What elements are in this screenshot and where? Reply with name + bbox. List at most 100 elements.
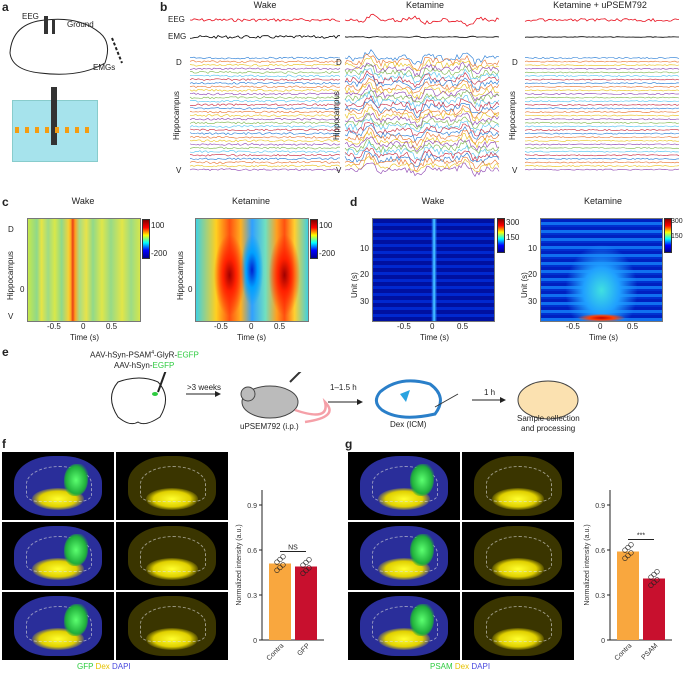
b-emg-label: EMG xyxy=(168,32,187,41)
y-axis-label: Normalized intensity (a.u.) xyxy=(584,524,591,605)
c-xtick-1a: -0.5 xyxy=(47,322,61,331)
hippocampus-lfp-trace xyxy=(344,102,500,121)
hippocampus-lfp-trace xyxy=(344,77,500,94)
x-tick-label: GFP xyxy=(296,642,311,657)
b-d-label-2: D xyxy=(336,58,342,67)
hippocampus-lfp-trace xyxy=(344,147,500,164)
y-tick-label: 0 xyxy=(253,638,257,645)
data-point xyxy=(654,577,660,583)
merged-brain-section-image xyxy=(348,452,460,520)
f-legend-dapi: DAPI xyxy=(112,662,131,671)
c-title-wake: Wake xyxy=(71,196,95,206)
dex-brain-section-image xyxy=(462,522,574,590)
y-tick-label: 0.9 xyxy=(595,503,605,510)
construct-1-mid: -GlyR- xyxy=(154,350,178,360)
d-colorbar-1 xyxy=(497,218,505,253)
hippocampus-lfp-trace xyxy=(524,89,680,92)
hippocampus-lfp-trace xyxy=(524,111,680,113)
c-cbar-tick-2b: -200 xyxy=(319,249,336,258)
e-final-label-1: Sample collection xyxy=(517,414,580,423)
panel-label-a: a xyxy=(2,0,9,14)
hippocampus-lfp-trace xyxy=(344,151,500,168)
hippocampus-lfp-trace xyxy=(189,153,341,157)
hippocampus-lfp-trace xyxy=(524,100,680,103)
f-bar-chart: 0 0.3 0.6 0.9 Normalized intensity (a.u.) Con… xyxy=(236,490,324,662)
hippocampus-lfp-trace xyxy=(524,114,680,117)
e-step1-label: >3 weeks xyxy=(187,383,222,392)
emg-trace xyxy=(524,36,679,38)
hippocampus-lfp-trace xyxy=(524,75,680,77)
d-title-wake: Wake xyxy=(421,196,445,206)
b-title-ketamine-upsem: Ketamine + uPSEM792 xyxy=(553,0,647,10)
c-colorbar-2 xyxy=(310,219,318,259)
c-wake-heatmap xyxy=(27,218,141,322)
data-point xyxy=(303,559,309,566)
hippocampus-lfp-trace xyxy=(189,92,341,96)
mouse-icon xyxy=(241,385,299,419)
hippocampus-lfp-trace xyxy=(344,112,500,130)
panel-label-g: g xyxy=(345,437,353,451)
e-step2-label: 1–1.5 h xyxy=(330,383,357,392)
dissected-brain-icon xyxy=(517,380,579,420)
data-point xyxy=(628,550,634,556)
hippocampus-lfp-trace xyxy=(524,64,680,67)
hippocampus-lfp-trace xyxy=(344,152,500,171)
data-point xyxy=(648,574,654,580)
merged-brain-section-image xyxy=(2,452,114,520)
emgs-label: EMGs xyxy=(93,63,116,72)
construct-2: AAV-hSyn-EGFP xyxy=(114,361,174,370)
d-colorbar-2 xyxy=(664,218,672,253)
hippocampus-lfp-trace xyxy=(524,121,680,124)
bar-psam xyxy=(643,578,665,640)
hippocampus-lfp-trace xyxy=(524,85,680,88)
e-drug-label: uPSEM792 (i.p.) xyxy=(240,422,299,431)
c-ylabel-2: Hippocampus xyxy=(176,251,185,300)
hippocampus-lfp-trace xyxy=(344,124,500,143)
data-point xyxy=(277,556,283,563)
hippocampus-lfp-trace xyxy=(525,118,680,121)
c-cbar-tick-2a: 100 xyxy=(319,221,333,230)
c-v-1: V xyxy=(8,312,14,321)
c-ytick-1: 0 xyxy=(20,285,25,294)
dex-brain-section-image xyxy=(116,522,228,590)
d-cbar-tick-2a: 300 xyxy=(671,218,683,225)
panel-label-e: e xyxy=(2,345,9,359)
hippocampus-lfp-trace xyxy=(189,161,341,164)
data-point xyxy=(306,565,312,571)
d-xlabel-2: Time (s) xyxy=(589,333,619,342)
hippocampus-lfp-trace xyxy=(524,125,680,128)
d-xtick-1c: 0.5 xyxy=(457,322,469,331)
b-eeg-label: EEG xyxy=(168,15,185,24)
hippocampus-lfp-trace xyxy=(189,114,341,117)
c-title-ketamine: Ketamine xyxy=(231,196,271,206)
hippocampus-lfp-trace xyxy=(189,67,341,71)
y-tick-label: 0.9 xyxy=(247,503,257,510)
brain-section-icon xyxy=(111,377,166,425)
hippocampus-lfp-trace xyxy=(189,135,341,139)
significance-label: *** xyxy=(637,533,645,540)
x-tick-label: Contra xyxy=(614,642,634,662)
c-d-1: D xyxy=(8,225,14,234)
hippocampus-lfp-trace xyxy=(189,164,341,168)
g-legend-psam: PSAM xyxy=(430,662,453,671)
hippocampus-lfp-trace xyxy=(189,168,341,171)
b-axis-label-3: Hippocampus xyxy=(508,91,517,140)
d-xtick-2a: -0.5 xyxy=(566,322,580,331)
data-point xyxy=(628,542,634,548)
merged-brain-section-image xyxy=(2,592,114,660)
injection-needle xyxy=(157,372,167,393)
hippocampus-lfp-trace xyxy=(189,146,341,150)
bar-contra xyxy=(617,551,639,640)
construct-1: AAV-hSyn-PSAM4-GlyR-EGFP xyxy=(90,350,199,360)
hippocampus-lfp-trace xyxy=(189,150,341,153)
eeg-trace xyxy=(524,17,680,23)
d-ytick-2a: 10 xyxy=(528,244,537,253)
f-legend-dex: Dex xyxy=(95,662,110,671)
b-v-label-1: V xyxy=(176,166,182,175)
hippocampus-lfp-trace xyxy=(189,78,341,81)
hippocampus-lfp-trace xyxy=(189,103,341,107)
hippocampus-lfp-trace xyxy=(344,112,500,128)
experiment-workflow-diagram xyxy=(111,372,579,425)
data-point xyxy=(625,544,631,551)
